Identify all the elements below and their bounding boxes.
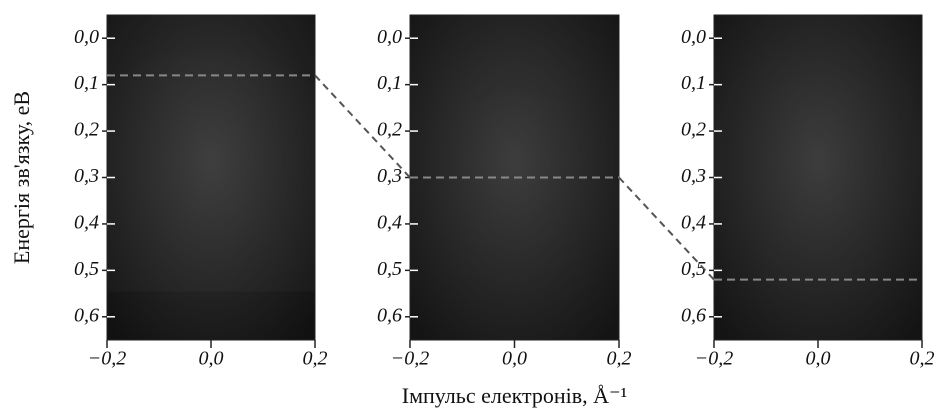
y-tick-label: 0,2 [377,119,402,141]
y-tick-label: 0,1 [74,72,99,94]
y-tick-label: 0,4 [377,212,402,234]
y-tick-label: 0,5 [377,258,402,280]
y-tick-label: 0,0 [74,26,99,48]
x-tick-label: 0,0 [806,348,831,370]
y-tick-label: 0,2 [74,119,99,141]
x-tick-label: −0,2 [391,348,430,370]
y-tick-label: 0,4 [74,212,99,234]
y-tick-label: 0,1 [377,72,402,94]
x-tick-label: 0,0 [199,348,224,370]
y-tick-label: 0,4 [681,212,706,234]
y-tick-label: 0,3 [377,165,402,187]
y-tick-label: 0,0 [681,26,706,48]
y-tick-label: 0,5 [681,258,706,280]
y-tick-label: 0,3 [74,165,99,187]
y-tick-label: 0,3 [681,165,706,187]
y-tick-label: 0,5 [74,258,99,280]
x-tick-label: −0,2 [88,348,127,370]
y-tick-label: 0,2 [681,119,706,141]
x-axis-label: Імпульс електронів, Å⁻¹ [402,383,628,408]
y-tick-label: 0,1 [681,72,706,94]
x-tick-label: 0,2 [607,348,632,370]
y-tick-label: 0,6 [377,304,402,326]
x-tick-label: 0,2 [303,348,328,370]
y-tick-label: 0,6 [681,304,706,326]
figure: 0,0 0,1 0,2 0,3 0,4 0,5 0,6 −0,2 0,0 0,2 Енергія з… [0,0,938,419]
x-tick-label: 0,2 [910,348,935,370]
y-tick-label: 0,0 [377,26,402,48]
x-tick-label: −0,2 [695,348,734,370]
x-tick-label: 0,0 [502,348,527,370]
y-tick-label: 0,6 [74,304,99,326]
y-axis-label: Енергія зв'язку, еВ [9,91,34,264]
